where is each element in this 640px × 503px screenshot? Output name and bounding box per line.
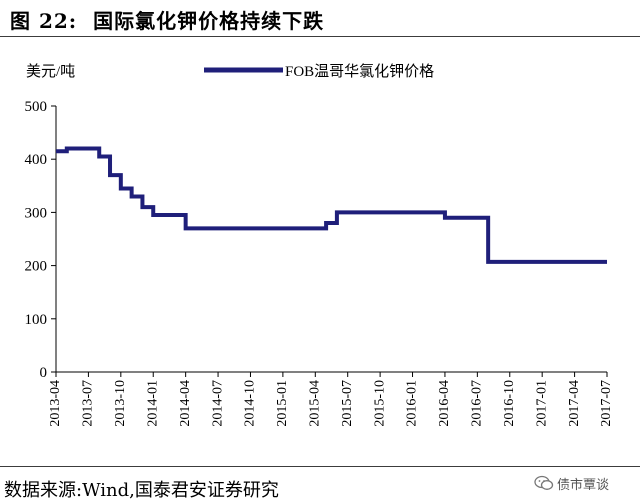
x-tick-label: 2014-04	[178, 380, 193, 427]
price-chart: 美元/吨 FOB温哥华氯化钾价格 0 100 200 300 400 500 2013-0…	[25, 63, 615, 427]
x-tick-label: 2015-07	[340, 380, 355, 427]
y-axis-label: 美元/吨	[26, 63, 75, 80]
y-tick-label: 0	[40, 365, 48, 381]
wechat-icon	[534, 475, 554, 490]
x-tick-label: 2015-10	[372, 380, 387, 427]
y-tick-label: 400	[25, 152, 48, 168]
x-tick-label: 2017-04	[567, 380, 582, 427]
x-tick-label: 2016-01	[405, 380, 420, 427]
y-tick-label: 200	[25, 259, 48, 275]
figure-title: 图 22: 国际氯化钾价格持续下跌	[10, 5, 324, 34]
figure-title-text: 国际氯化钾价格持续下跌	[93, 9, 325, 33]
watermark: 债市覃谈	[534, 468, 609, 498]
footer-divider	[0, 466, 640, 467]
y-tick-label: 100	[25, 312, 48, 328]
watermark-text: 债市覃谈	[557, 477, 610, 493]
legend: FOB温哥华氯化钾价格	[204, 63, 434, 80]
figure-title-bar: 图 22: 国际氯化钾价格持续下跌	[0, 0, 640, 37]
legend-label: FOB温哥华氯化钾价格	[285, 63, 434, 80]
title-divider	[0, 36, 640, 37]
y-axis-ticks: 0 100 200 300 400 500	[25, 99, 56, 381]
x-tick-label: 2014-10	[243, 380, 258, 427]
chart-container: 美元/吨 FOB温哥华氯化钾价格 0 100 200 300 400 500 2013-0…	[0, 40, 640, 460]
x-tick-label: 2016-07	[470, 380, 485, 427]
source-note: 数据来源:Wind,国泰君安证券研究	[4, 480, 279, 501]
x-tick-label: 2017-07	[599, 380, 614, 427]
figure-label: 图 22:	[10, 9, 78, 33]
x-axis-ticks: 2013-04 2013-07 2013-10 2014-01 2014-04 2014-…	[48, 372, 614, 427]
series-layer	[55, 146, 608, 264]
y-tick-label: 500	[25, 99, 48, 115]
axes	[55, 106, 607, 373]
x-tick-label: 2014-01	[145, 380, 160, 427]
x-tick-label: 2013-04	[48, 380, 63, 427]
series-line	[56, 146, 607, 264]
x-tick-label: 2015-01	[275, 380, 290, 427]
x-tick-label: 2017-01	[534, 380, 549, 427]
x-tick-label: 2014-07	[210, 380, 225, 427]
x-tick-label: 2013-07	[81, 380, 96, 427]
x-tick-label: 2016-04	[437, 380, 452, 427]
x-tick-label: 2013-10	[113, 380, 128, 427]
x-tick-label: 2016-10	[502, 380, 517, 427]
x-tick-label: 2015-04	[308, 380, 323, 427]
y-tick-label: 300	[25, 205, 48, 221]
